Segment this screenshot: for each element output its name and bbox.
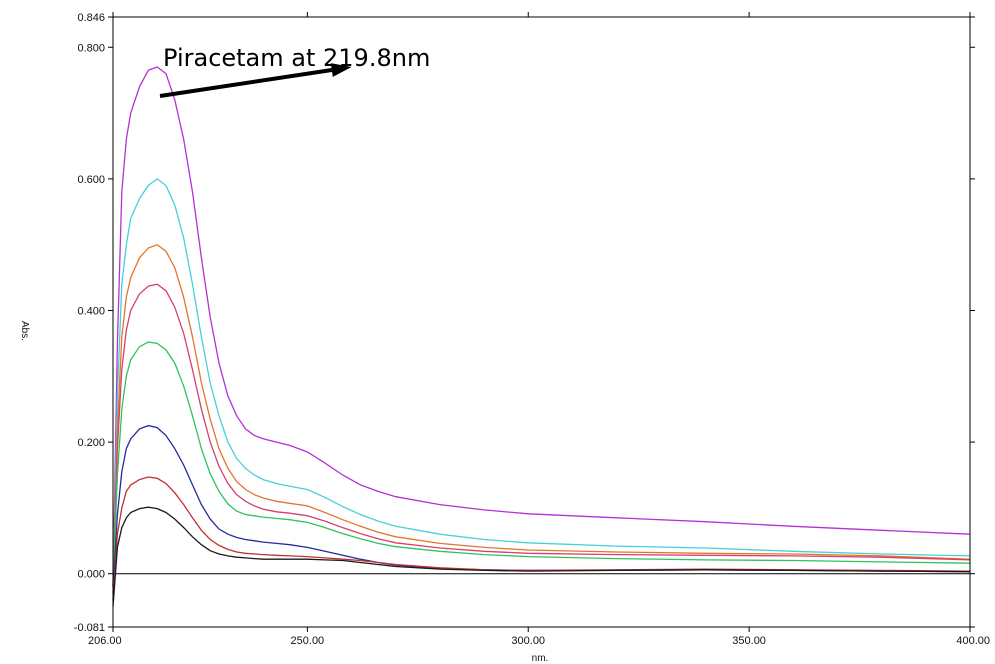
series-lines	[112, 66, 971, 607]
series-line-3	[112, 243, 971, 587]
y-tick-label: 0.000	[77, 569, 105, 581]
annotation-arrow	[159, 68, 333, 98]
y-tick-label: 0.200	[77, 437, 105, 449]
x-axis-title: nm.	[532, 653, 549, 664]
series-line-8	[112, 506, 971, 607]
y-tick-label: 0.600	[77, 174, 105, 186]
series-line-2	[112, 178, 971, 587]
y-tick-label: 0.846	[77, 12, 105, 24]
annotation-label: Piracetam at 219.8nm	[163, 44, 430, 72]
x-tick-label: 350.00	[732, 635, 766, 647]
annotation-arrowhead	[330, 63, 352, 77]
x-tick-label: 250.00	[291, 635, 325, 647]
y-tick-label: 0.400	[77, 305, 105, 317]
plot-frame	[112, 16, 971, 628]
x-tick-label: 206.00	[88, 635, 122, 647]
y-tick-label: 0.800	[77, 42, 105, 54]
x-tick-label: 400.00	[956, 635, 990, 647]
series-line-1	[112, 66, 971, 587]
axis-ticks: -0.081 0.000 0.200 0.400 0.600 0.800 0.846 206.…	[74, 12, 990, 647]
series-line-5	[112, 341, 971, 587]
y-tick-label: -0.081	[74, 622, 105, 634]
x-tick-label: 300.00	[511, 635, 545, 647]
y-axis-title: Abs.	[19, 321, 30, 341]
series-line-6	[112, 424, 971, 594]
series-line-4	[112, 283, 971, 587]
